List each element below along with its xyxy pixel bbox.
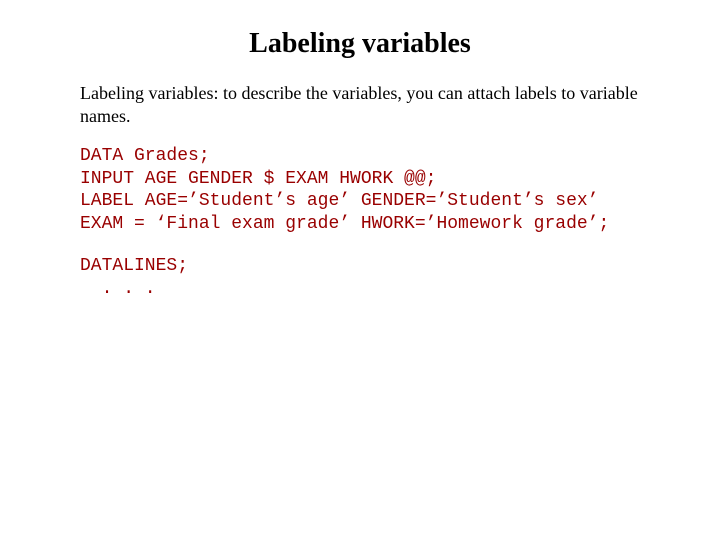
code-line: DATALINES; [80, 256, 188, 276]
code-line: LABEL AGE=’Student’s age’ GENDER=’Studen… [80, 191, 598, 211]
slide-title: Labeling variables [80, 28, 640, 60]
code-line: INPUT AGE GENDER $ EXAM HWORK @@; [80, 169, 436, 189]
intro-paragraph: Labeling variables: to describe the vari… [80, 82, 640, 127]
code-line: EXAM = ‘Final exam grade’ HWORK=’Homewor… [80, 214, 609, 234]
code-line: . . . [80, 279, 156, 299]
code-line: DATA Grades; [80, 146, 210, 166]
slide-page: Labeling variables Labeling variables: t… [0, 0, 720, 540]
code-block-2: DATALINES; . . . [80, 255, 640, 300]
code-block-1: DATA Grades; INPUT AGE GENDER $ EXAM HWO… [80, 145, 640, 235]
